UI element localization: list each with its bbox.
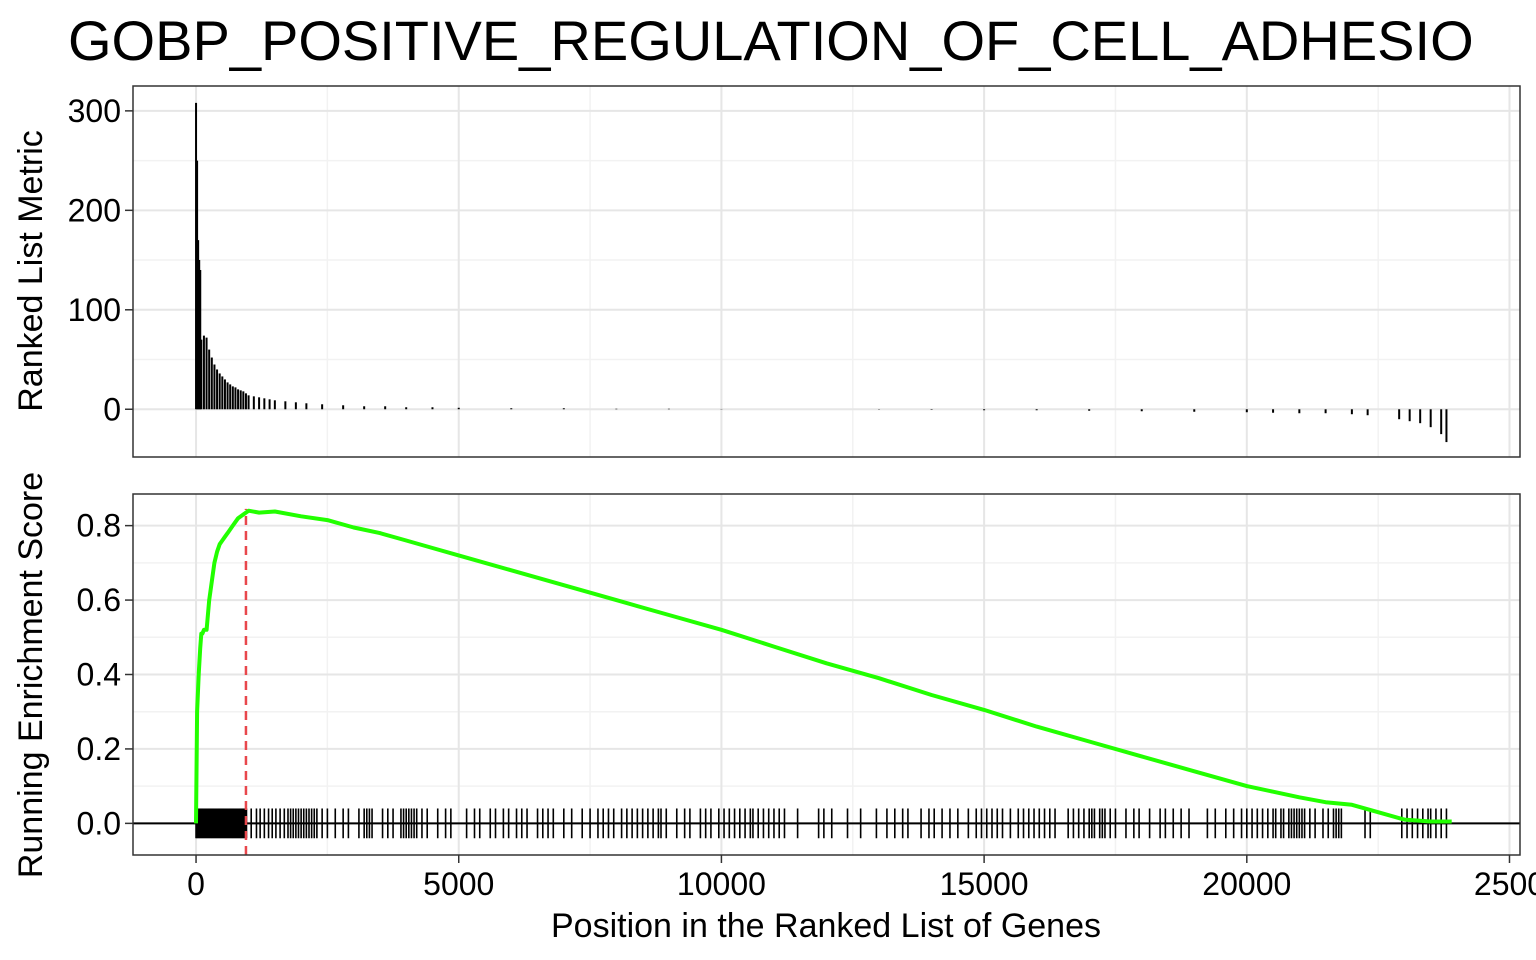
running-es-line [194, 508, 1452, 824]
y-tick-label: 0.8 [77, 508, 121, 544]
ranked-metric-bars [195, 102, 1448, 443]
ranked-metric-panel-border [132, 85, 1521, 458]
ranked-metric-panel-bg [133, 86, 1520, 457]
x-tick-label: 15000 [940, 866, 1029, 902]
y-tick-label: 0.2 [77, 731, 121, 767]
y-tick-label: 0.6 [77, 582, 121, 618]
y-tick-label: 300 [68, 93, 121, 129]
y-tick-label: 0 [103, 391, 121, 427]
x-tick-label: 0 [187, 866, 205, 902]
running-es-y-label: Running Enrichment Score [12, 472, 50, 878]
x-tick-label: 20000 [1202, 866, 1291, 902]
x-tick-label: 2500 [1474, 866, 1536, 902]
ranked-metric-y-label: Ranked List Metric [12, 130, 50, 412]
running-es-y-ticks: 0.0 0.2 0.4 0.6 0.8 [77, 508, 133, 841]
chart-title: GOBP_POSITIVE_REGULATION_OF_CELL_ADHESIO [68, 9, 1474, 72]
running-es-panel: 0.0 0.2 0.4 0.6 0.8 0 5000 10000 15000 20000 2500… [12, 472, 1536, 945]
y-tick-label: 200 [68, 192, 121, 228]
x-axis-ticks: 0 5000 10000 15000 20000 2500 [187, 855, 1536, 902]
y-tick-label: 0.4 [77, 657, 121, 693]
x-tick-label: 10000 [677, 866, 766, 902]
y-tick-label: 0.0 [77, 805, 121, 841]
y-tick-label: 100 [68, 292, 121, 328]
x-axis-label: Position in the Ranked List of Genes [551, 907, 1101, 945]
x-tick-label: 5000 [423, 866, 494, 902]
ranked-metric-panel: 0 100 200 300 Ranked List Metric [12, 85, 1521, 458]
ranked-metric-y-ticks: 0 100 200 300 [68, 93, 133, 427]
